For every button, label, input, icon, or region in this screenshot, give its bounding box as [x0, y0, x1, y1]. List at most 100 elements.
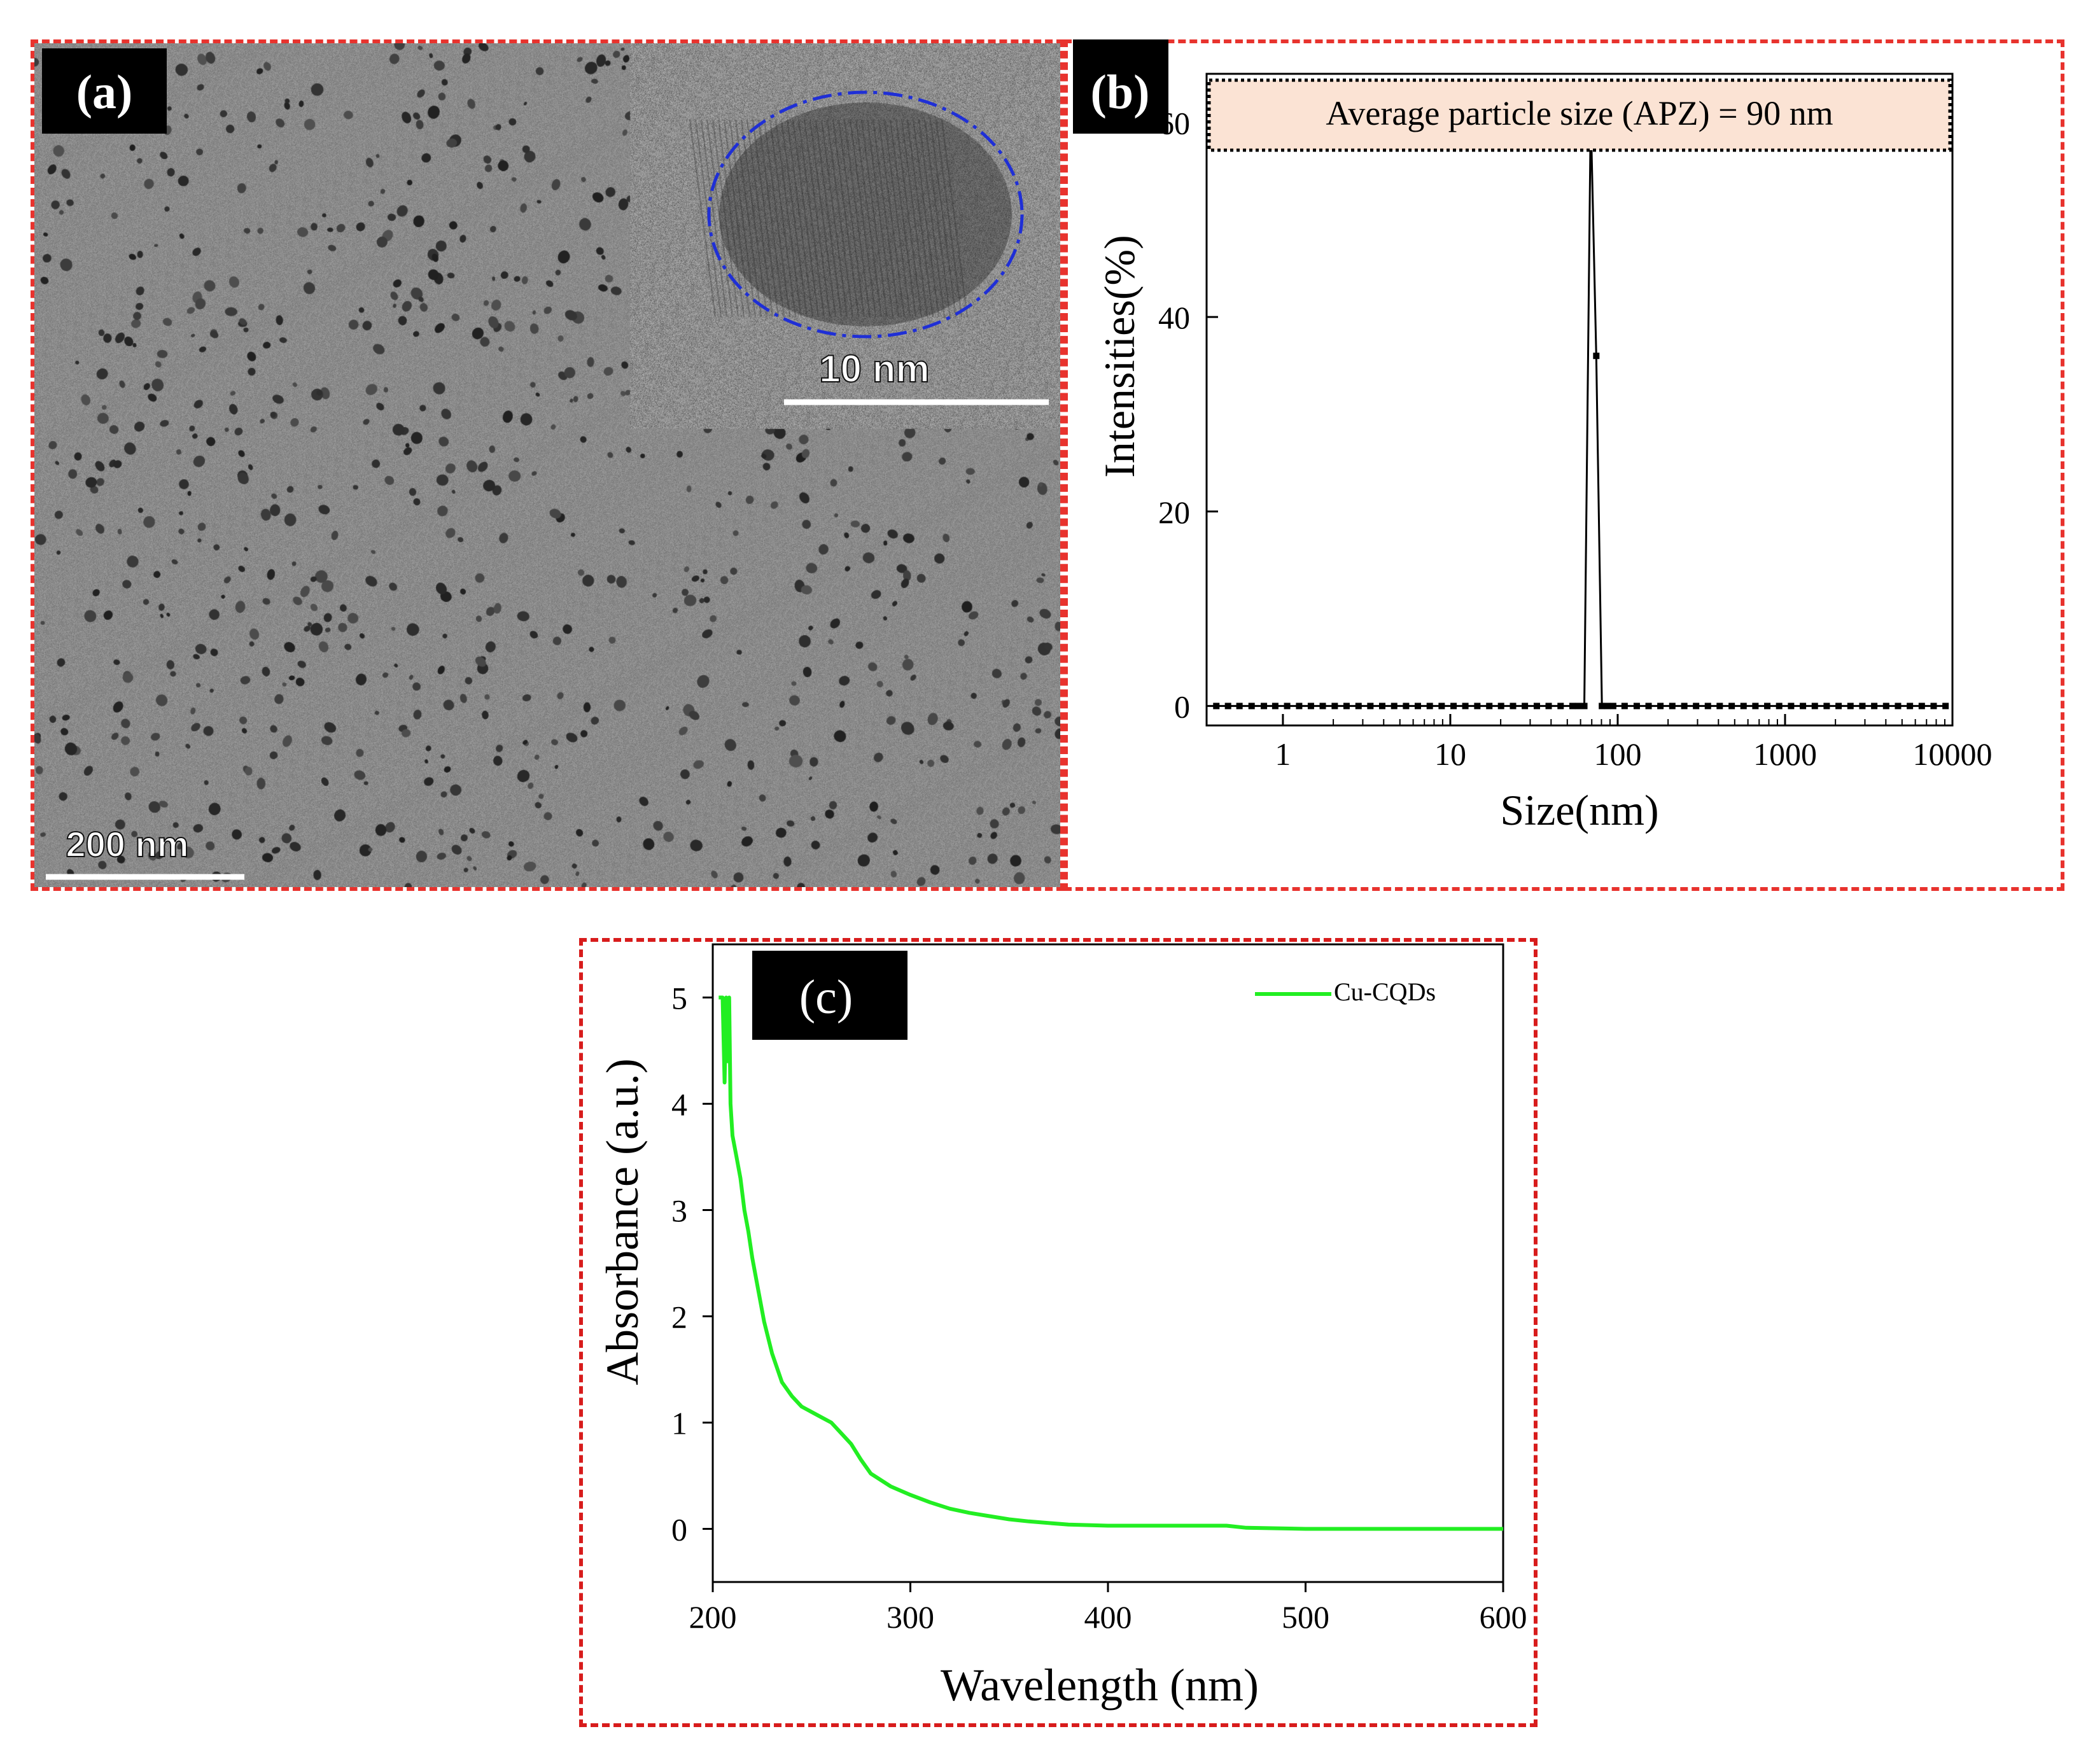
chart-b-point	[1599, 703, 1606, 710]
chart-b-point	[1593, 353, 1600, 360]
chart-c-ytick-label: 5	[671, 981, 687, 1016]
chart-c-series	[718, 995, 1503, 1531]
chart-c-xtick-label: 500	[1282, 1599, 1329, 1635]
chart-c-ytick-label: 4	[671, 1087, 687, 1123]
chart-b-ytick-label: 0	[1174, 689, 1190, 724]
chart-b-point	[1474, 703, 1481, 710]
chart-b-point	[1510, 703, 1517, 710]
chart-c-plot-area	[711, 943, 1504, 1583]
chart-b-point	[1752, 703, 1759, 710]
chart-b-point	[1907, 703, 1914, 710]
chart-b-point	[1823, 703, 1830, 710]
chart-b-point	[1378, 703, 1385, 710]
inset-hrtem: 10 nm	[707, 90, 1049, 405]
chart-b-point	[1574, 703, 1581, 710]
chart-b-point	[1545, 703, 1552, 710]
chart-c-xtick-label: 200	[689, 1599, 737, 1635]
chart-b-point	[1426, 703, 1433, 710]
chart-b-point	[1728, 703, 1735, 710]
chart-b-point	[1704, 703, 1711, 710]
chart-b-point	[1450, 703, 1457, 710]
panel-b-tag: (b)	[1091, 66, 1150, 119]
chart-b-point	[1261, 703, 1268, 710]
chart-b-point	[1604, 703, 1611, 710]
chart-b-point	[1331, 703, 1338, 710]
chart-b-point	[1693, 703, 1700, 710]
chart-b-point	[1942, 703, 1949, 710]
chart-b-point	[1645, 703, 1652, 710]
chart-b-ytick-label: 40	[1158, 300, 1190, 335]
chart-b-point	[1847, 703, 1854, 710]
chart-b-point	[1776, 703, 1783, 710]
chart-b-series	[1213, 109, 1949, 710]
chart-b-point	[1414, 703, 1421, 710]
chart-b-point	[1355, 703, 1362, 710]
chart-b-annotation-box	[1207, 78, 1952, 152]
chart-c-xtick-label: 300	[886, 1599, 934, 1635]
chart-b-point	[1788, 703, 1795, 710]
chart-b-point	[1438, 703, 1445, 710]
chart-c-xlabel: Wavelength (nm)	[941, 1660, 1259, 1711]
panel-c-tag: (c)	[799, 970, 853, 1024]
chart-c-ytick-label: 1	[671, 1406, 687, 1441]
chart-b-point	[1716, 703, 1723, 710]
chart-b-point	[1284, 703, 1291, 710]
lattice-circle	[707, 90, 1024, 339]
chart-b-point	[1657, 703, 1664, 710]
tem-micrograph	[34, 43, 1060, 887]
chart-b-point	[1882, 703, 1889, 710]
chart-b-point	[1669, 703, 1676, 710]
chart-b-point	[1307, 703, 1314, 710]
chart-b-point	[1236, 703, 1243, 710]
chart-b-annotation: Average particle size (APZ) = 90 nm	[1326, 94, 1833, 132]
chart-b-point	[1918, 703, 1925, 710]
chart-b-point	[1522, 703, 1529, 710]
chart-b-xtick-label: 10000	[1913, 736, 1993, 772]
chart-b-point	[1835, 703, 1842, 710]
chart-c-xtick-label: 600	[1480, 1599, 1527, 1635]
chart-b-point	[1224, 703, 1231, 710]
chart-b-point	[1343, 703, 1350, 710]
inset-scale-bar-label: 10 nm	[819, 347, 929, 390]
chart-b-point	[1296, 703, 1303, 710]
chart-b-xtick-label: 1000	[1753, 736, 1817, 772]
chart-b-point	[1609, 703, 1616, 710]
chart-b-point	[1213, 703, 1220, 710]
chart-b-xtick-label: 10	[1434, 736, 1466, 772]
chart-b-point	[1272, 703, 1279, 710]
chart-b-point	[1581, 703, 1588, 710]
chart-b-point	[1859, 703, 1866, 710]
legend-label-cu-cqds: Cu-CQDs	[1334, 977, 1436, 1006]
chart-b-point	[1319, 703, 1326, 710]
chart-b-point	[1391, 703, 1398, 710]
chart-c-ytick-label: 2	[671, 1299, 687, 1335]
chart-b-plot-area	[1205, 73, 1954, 727]
chart-c-ticks: 200 300 400 500 600 0 1 2 3 4 5	[671, 981, 1527, 1635]
chart-b-xtick-label: 100	[1594, 736, 1641, 772]
chart-b-xtick-label: 1	[1275, 736, 1291, 772]
panel-a-frame	[31, 39, 1064, 891]
chart-b-point	[1800, 703, 1807, 710]
panel-a-tag-box	[42, 48, 167, 134]
chart-b-ytick-label: 20	[1158, 494, 1190, 530]
panel-b-tag-box	[1073, 39, 1168, 134]
chart-b-xlabel: Size(nm)	[1500, 786, 1658, 834]
chart-b-point	[1497, 703, 1504, 710]
chart-b-point	[1633, 703, 1640, 710]
chart-b-point	[1764, 703, 1771, 710]
chart-c-xtick-label: 400	[1084, 1599, 1132, 1635]
chart-b-point	[1895, 703, 1902, 710]
chart-b-point	[1681, 703, 1688, 710]
chart-c-ylabel: Absorbance (a.u.)	[597, 1058, 648, 1385]
chart-b-point	[1557, 703, 1564, 710]
chart-b-point	[1462, 703, 1469, 710]
chart-b-point	[1367, 703, 1374, 710]
chart-c-ytick-label: 0	[671, 1512, 687, 1548]
chart-c-ytick-label: 3	[671, 1193, 687, 1229]
chart-b-point	[1248, 703, 1255, 710]
panel-c-tag-box	[752, 951, 907, 1040]
chart-b-point	[1811, 703, 1818, 710]
